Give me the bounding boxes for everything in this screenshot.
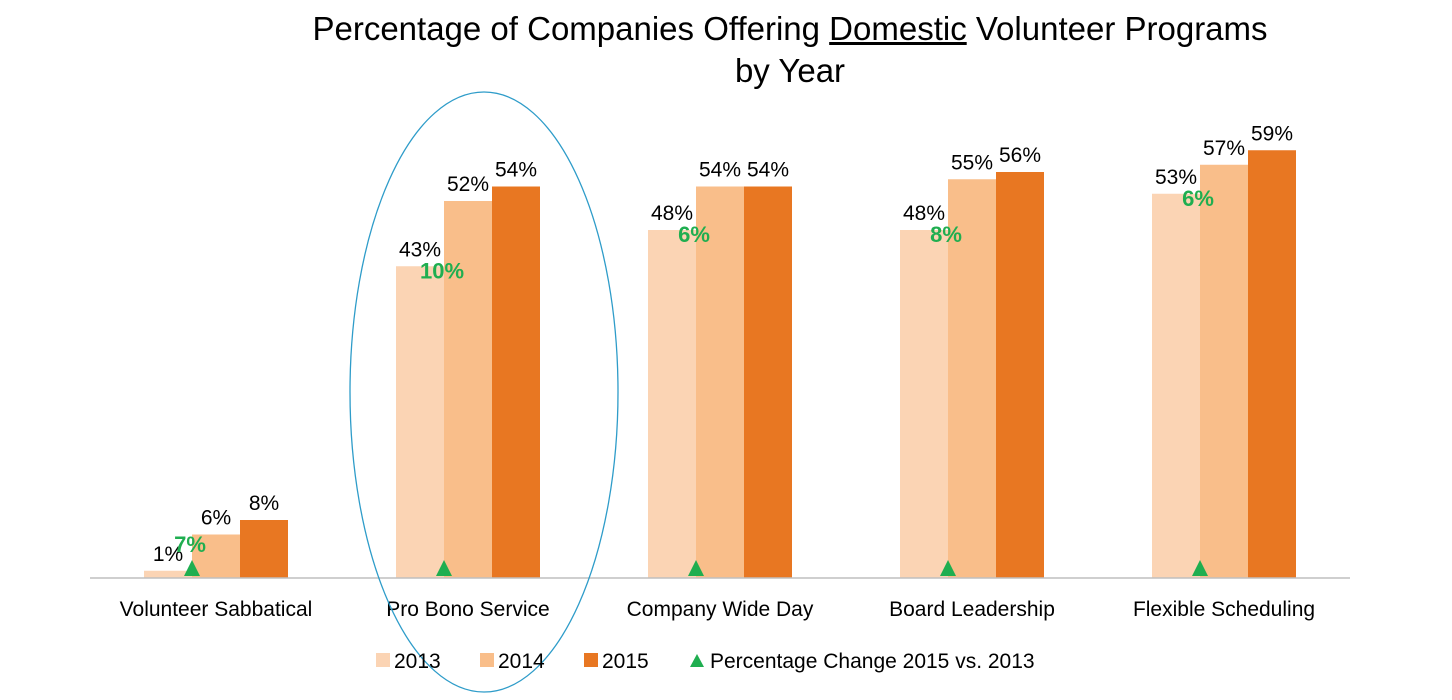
change-label-3: 6% <box>678 222 710 247</box>
legend-swatch-change <box>690 654 704 667</box>
bar-2013-5 <box>1152 193 1200 578</box>
value-label-2014-3: 54% <box>699 159 741 182</box>
category-label-4: Board Leadership <box>889 598 1055 621</box>
change-marker-3 <box>688 560 704 576</box>
chart-title-after: Volunteer Programs <box>966 10 1268 47</box>
change-label-2: 10% <box>420 258 464 283</box>
value-label-2015-2: 54% <box>495 159 537 182</box>
category-label-2: Pro Bono Service <box>386 598 549 621</box>
bar-2013-1 <box>144 570 192 578</box>
value-label-2013-5: 53% <box>1155 166 1197 189</box>
change-marker-4 <box>940 560 956 576</box>
value-label-2014-5: 57% <box>1203 137 1245 160</box>
bar-2014-4 <box>948 179 996 578</box>
bar-2014-2 <box>444 201 492 578</box>
bar-2013-3 <box>648 230 696 578</box>
legend-label-2014: 2014 <box>498 650 545 673</box>
legend-label-2015: 2015 <box>602 650 649 673</box>
legend-label-2013: 2013 <box>394 650 441 673</box>
value-label-2015-3: 54% <box>747 159 789 182</box>
chart-title: Percentage of Companies Offering Domesti… <box>0 8 1452 92</box>
value-label-2014-2: 52% <box>447 173 489 196</box>
value-label-2015-4: 56% <box>999 144 1041 167</box>
change-marker-2 <box>436 560 452 576</box>
legend-swatch-2014 <box>480 653 494 667</box>
change-label-4: 8% <box>930 222 962 247</box>
bar-2015-2 <box>492 186 540 578</box>
legend-label-change: Percentage Change 2015 vs. 2013 <box>710 650 1035 673</box>
bar-2013-4 <box>900 230 948 578</box>
category-label-1: Volunteer Sabbatical <box>120 598 313 621</box>
legend-swatch-2013 <box>376 653 390 667</box>
value-label-2013-1: 1% <box>153 543 183 566</box>
change-label-5: 6% <box>1182 186 1214 211</box>
value-label-2013-4: 48% <box>903 202 945 225</box>
value-label-2013-3: 48% <box>651 202 693 225</box>
change-marker-1 <box>184 560 200 576</box>
category-label-5: Flexible Scheduling <box>1133 598 1315 621</box>
bar-2014-1 <box>192 534 240 578</box>
value-label-2014-4: 55% <box>951 151 993 174</box>
change-marker-5 <box>1192 560 1208 576</box>
chart-title-line2: by Year <box>734 52 846 89</box>
value-label-2015-5: 59% <box>1251 122 1293 145</box>
highlight-ellipse <box>349 91 619 693</box>
bar-2013-2 <box>396 266 444 578</box>
bar-2015-3 <box>744 186 792 578</box>
bar-2014-3 <box>696 186 744 578</box>
category-label-3: Company Wide Day <box>627 598 814 621</box>
chart-title-emphasis: Domestic <box>829 10 967 47</box>
bar-2014-5 <box>1200 164 1248 578</box>
value-label-2015-1: 8% <box>249 492 279 515</box>
value-label-2014-1: 6% <box>201 507 231 530</box>
bar-2015-5 <box>1248 150 1296 578</box>
legend-swatch-2015 <box>584 653 598 667</box>
change-label-1: 7% <box>174 532 206 557</box>
value-label-2013-2: 43% <box>399 238 441 261</box>
bar-2015-1 <box>240 520 288 578</box>
bar-2015-4 <box>996 172 1044 578</box>
chart-title-before: Percentage of Companies Offering <box>312 10 830 47</box>
